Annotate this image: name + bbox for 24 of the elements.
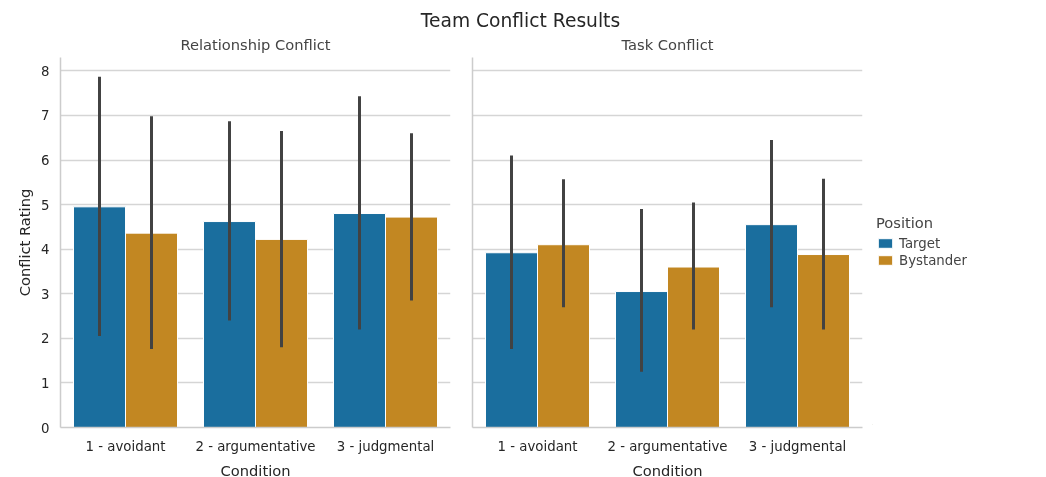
x-tick-label: 2 - argumentative: [195, 438, 316, 454]
y-axis-title: Conflict Rating: [16, 188, 34, 297]
x-axis-title: Condition: [632, 461, 703, 477]
legend-title: Position: [876, 213, 935, 231]
y-tick-label: 3: [41, 286, 50, 302]
y-tick-label: 4: [41, 242, 50, 258]
x-tick-label: 1 - avoidant: [497, 438, 578, 454]
y-tick-label: 6: [41, 153, 50, 169]
chart-title: Relationship Conflict: [180, 35, 331, 53]
legend-label: Target: [899, 235, 941, 251]
y-tick-label: 8: [41, 63, 50, 79]
chart-title: Task Conflict: [620, 35, 714, 53]
x-tick-label: 1 - avoidant: [85, 438, 166, 454]
x-tick-label: 3 - judgmental: [336, 438, 435, 454]
x-axis-title: Condition: [220, 461, 291, 477]
y-tick-label: 1: [41, 375, 50, 391]
text: Team Conflict Results: [419, 9, 621, 31]
x-tick-label: 3 - judgmental: [748, 438, 847, 454]
legend-label: Bystander: [899, 252, 967, 268]
y-tick-label: 2: [41, 331, 50, 347]
x-tick-label: 2 - argumentative: [607, 438, 728, 454]
y-tick-label: 5: [41, 197, 50, 213]
y-tick-label: 0: [41, 420, 50, 436]
y-tick-label: 7: [41, 108, 50, 124]
